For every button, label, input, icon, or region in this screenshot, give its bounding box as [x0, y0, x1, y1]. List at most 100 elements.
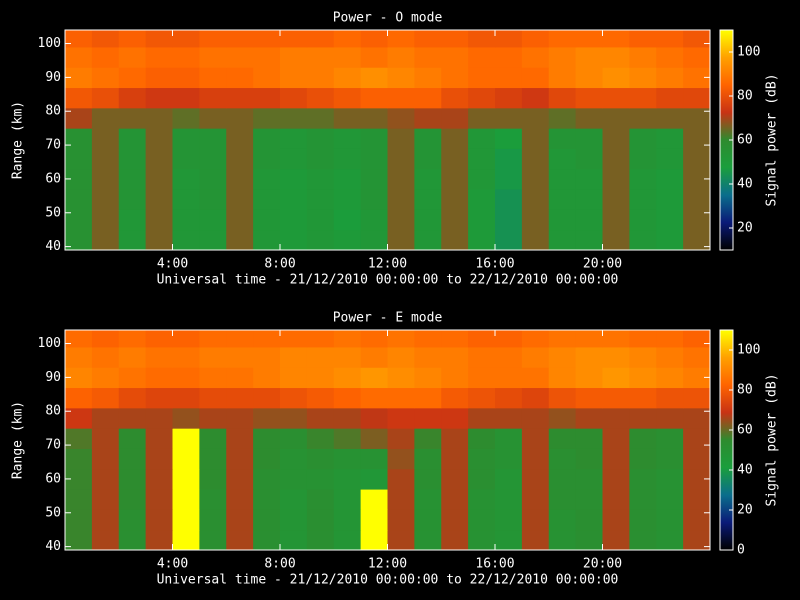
heat-cell: [91, 428, 120, 449]
heat-cell: [441, 346, 469, 368]
heat-cell: [172, 367, 200, 389]
heat-cell: [602, 428, 630, 449]
heat-cell: [414, 107, 442, 129]
heat-cell: [118, 148, 147, 170]
heat-cell: [441, 168, 469, 190]
heat-cell: [145, 346, 173, 368]
heat-cell: [226, 529, 254, 551]
heat-cell: [521, 87, 550, 109]
heat-cell: [280, 46, 308, 68]
heat-cell: [172, 128, 200, 149]
heat-cell: [548, 128, 577, 149]
y-tick-label: 60: [45, 171, 61, 186]
heat-cell: [253, 168, 281, 190]
heat-cell: [521, 346, 550, 368]
y-tick-label: 50: [45, 505, 61, 520]
heat-cell: [683, 387, 711, 409]
heat-cell: [253, 189, 281, 210]
heat-cell: [118, 407, 147, 429]
heat-cell: [521, 189, 550, 210]
heat-cell: [360, 346, 388, 368]
heat-cell: [521, 209, 550, 231]
y-tick-label: 90: [45, 370, 61, 385]
heat-cell: [91, 387, 120, 409]
heat-cell: [91, 229, 120, 251]
heat-cell: [548, 367, 577, 389]
heat-cell: [414, 387, 442, 409]
heat-cell: [280, 367, 308, 389]
heat-cell: [199, 428, 227, 449]
heat-cell: [253, 330, 281, 348]
heat-cell: [280, 148, 308, 170]
heat-cell: [414, 509, 442, 531]
heat-cell: [91, 489, 120, 510]
heat-cell: [656, 229, 684, 251]
y-tick-label: 40: [45, 239, 61, 254]
heat-cell: [414, 428, 442, 449]
heat-cell: [629, 509, 657, 531]
heat-cell: [91, 30, 120, 48]
heat-cell: [172, 189, 200, 210]
heat-cell: [495, 189, 523, 210]
heat-cell: [199, 489, 227, 510]
heat-cell: [629, 529, 657, 551]
heat-cell: [280, 387, 308, 409]
heat-cell: [118, 468, 147, 490]
heat-cell: [521, 448, 550, 470]
heat-cell: [683, 209, 711, 231]
heat-cell: [629, 67, 657, 89]
heat-cell: [280, 67, 308, 89]
heat-cell: [65, 529, 93, 551]
heat-cell: [118, 448, 147, 470]
heat-cell: [656, 30, 684, 48]
x-axis-label: Universal time - 21/12/2010 00:00:00 to …: [157, 273, 619, 288]
heat-cell: [602, 148, 630, 170]
heat-cell: [306, 468, 335, 490]
heat-cell: [118, 529, 147, 551]
heat-cell: [468, 509, 496, 531]
heat-cell: [548, 407, 577, 429]
heat-cell: [387, 448, 415, 470]
heat-cell: [333, 209, 362, 231]
heat-cell: [199, 168, 227, 190]
heat-cell: [280, 189, 308, 210]
heat-cell: [360, 148, 388, 170]
heat-cell: [441, 189, 469, 210]
heat-cell: [468, 189, 496, 210]
heat-cell: [414, 346, 442, 368]
heat-cell: [199, 529, 227, 551]
heat-cell: [387, 509, 415, 531]
heat-cell: [253, 387, 281, 409]
heat-cell: [333, 407, 362, 429]
heat-cell: [441, 229, 469, 251]
heat-cell: [441, 46, 469, 68]
heat-cell: [468, 148, 496, 170]
heat-cell: [575, 148, 603, 170]
heat-cell: [387, 128, 415, 149]
heat-cell: [118, 46, 147, 68]
heat-cell: [360, 330, 388, 348]
heat-cell: [360, 509, 388, 531]
heat-cell: [548, 107, 577, 129]
heat-cell: [91, 209, 120, 231]
heat-cell: [199, 448, 227, 470]
heat-cell: [91, 46, 120, 68]
heat-cell: [145, 87, 173, 109]
heat-cell: [280, 128, 308, 149]
heat-cell: [548, 387, 577, 409]
heat-cell: [441, 30, 469, 48]
heat-cell: [575, 229, 603, 251]
heat-cell: [91, 468, 120, 490]
heat-cell: [548, 468, 577, 490]
heat-cell: [548, 87, 577, 109]
heat-cell: [414, 46, 442, 68]
heat-cell: [414, 529, 442, 551]
heat-cell: [199, 148, 227, 170]
heat-cell: [333, 87, 362, 109]
heat-cell: [414, 330, 442, 348]
heat-cell: [145, 367, 173, 389]
heat-cell: [495, 67, 523, 89]
heat-cell: [548, 428, 577, 449]
heat-cell: [91, 367, 120, 389]
heat-cell: [306, 229, 335, 251]
